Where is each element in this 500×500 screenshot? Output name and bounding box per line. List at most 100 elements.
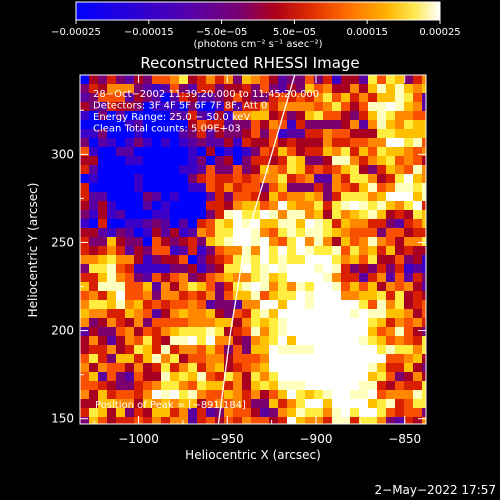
- heatmap-cell: [80, 417, 90, 424]
- heatmap-cell: [215, 156, 225, 166]
- heatmap-cell: [314, 174, 324, 184]
- heatmap-cell: [278, 318, 288, 328]
- heatmap-cell: [134, 300, 144, 310]
- heatmap-cell: [143, 264, 153, 274]
- heatmap-cell: [152, 156, 162, 166]
- heatmap-cell: [89, 399, 99, 409]
- heatmap-cell: [89, 246, 99, 256]
- heatmap-cell: [395, 363, 405, 373]
- heatmap-cell: [350, 363, 360, 373]
- heatmap-cell: [422, 255, 426, 265]
- heatmap-cell: [125, 174, 135, 184]
- heatmap-cell: [152, 138, 162, 148]
- heatmap-cell: [152, 408, 162, 418]
- heatmap-cell: [341, 102, 351, 112]
- heatmap-cell: [386, 93, 396, 103]
- heatmap-cell: [377, 219, 387, 229]
- heatmap-cell: [422, 84, 426, 94]
- heatmap-cell: [89, 75, 99, 85]
- heatmap-cell: [287, 390, 297, 400]
- heatmap-cell: [386, 237, 396, 247]
- heatmap-cell: [314, 156, 324, 166]
- heatmap-cell: [323, 282, 333, 292]
- heatmap-cell: [260, 93, 270, 103]
- heatmap-cell: [305, 408, 315, 418]
- heatmap-cell: [413, 237, 423, 247]
- heatmap-cell: [89, 210, 99, 220]
- heatmap-cell: [143, 138, 153, 148]
- heatmap-cell: [197, 192, 207, 202]
- heatmap-cell: [188, 300, 198, 310]
- heatmap-cell: [98, 102, 108, 112]
- heatmap-cell: [134, 390, 144, 400]
- heatmap-cell: [395, 192, 405, 202]
- heatmap-cell: [143, 336, 153, 346]
- heatmap-cell: [161, 165, 171, 175]
- heatmap-cell: [161, 363, 171, 373]
- heatmap-cell: [161, 381, 171, 391]
- heatmap-cell: [224, 75, 234, 85]
- heatmap-cell: [242, 354, 252, 364]
- heatmap-cell: [206, 381, 216, 391]
- heatmap-cell: [413, 345, 423, 355]
- heatmap-cell: [269, 174, 279, 184]
- heatmap-cell: [197, 381, 207, 391]
- heatmap-cell: [332, 228, 342, 238]
- heatmap-cell: [188, 363, 198, 373]
- heatmap-cell: [107, 219, 117, 229]
- heatmap-cell: [125, 354, 135, 364]
- heatmap-cell: [296, 273, 306, 283]
- heatmap-cell: [134, 354, 144, 364]
- heatmap-cell: [260, 327, 270, 337]
- heatmap-cell: [422, 318, 426, 328]
- heatmap-cell: [80, 273, 90, 283]
- heatmap-cell: [305, 111, 315, 121]
- heatmap-cell: [206, 417, 216, 424]
- heatmap-cell: [224, 210, 234, 220]
- heatmap-cell: [296, 237, 306, 247]
- heatmap-cell: [170, 210, 180, 220]
- heatmap-cell: [359, 192, 369, 202]
- heatmap-cell: [197, 75, 207, 85]
- heatmap-cell: [233, 156, 243, 166]
- heatmap-cell: [233, 345, 243, 355]
- heatmap-cell: [152, 291, 162, 301]
- heatmap-cell: [422, 102, 426, 112]
- heatmap-cell: [296, 282, 306, 292]
- heatmap-cell: [287, 192, 297, 202]
- heatmap-cell: [422, 75, 426, 85]
- heatmap-cell: [170, 84, 180, 94]
- heatmap-cell: [98, 336, 108, 346]
- heatmap-cell: [89, 291, 99, 301]
- heatmap-cell: [395, 327, 405, 337]
- heatmap-cell: [377, 174, 387, 184]
- heatmap-cell: [197, 363, 207, 373]
- heatmap-cell: [242, 273, 252, 283]
- heatmap-cell: [287, 372, 297, 382]
- heatmap-cell: [161, 318, 171, 328]
- heatmap-cell: [206, 165, 216, 175]
- heatmap-cell: [98, 165, 108, 175]
- heatmap-cell: [395, 318, 405, 328]
- heatmap-cell: [116, 372, 126, 382]
- heatmap-cell: [188, 246, 198, 256]
- heatmap-cell: [215, 336, 225, 346]
- heatmap-cell: [278, 291, 288, 301]
- heatmap-cell: [395, 75, 405, 85]
- heatmap-cell: [116, 327, 126, 337]
- heatmap-cell: [395, 345, 405, 355]
- heatmap-cell: [125, 291, 135, 301]
- heatmap-cell: [332, 363, 342, 373]
- heatmap-cell: [170, 138, 180, 148]
- heatmap-cell: [323, 291, 333, 301]
- heatmap-cell: [350, 129, 360, 139]
- heatmap-cell: [80, 129, 90, 139]
- heatmap-cell: [314, 129, 324, 139]
- heatmap-cell: [152, 255, 162, 265]
- heatmap-cell: [170, 255, 180, 265]
- heatmap-cell: [188, 84, 198, 94]
- heatmap-cell: [134, 102, 144, 112]
- heatmap-cell: [179, 390, 189, 400]
- heatmap-cell: [179, 120, 189, 130]
